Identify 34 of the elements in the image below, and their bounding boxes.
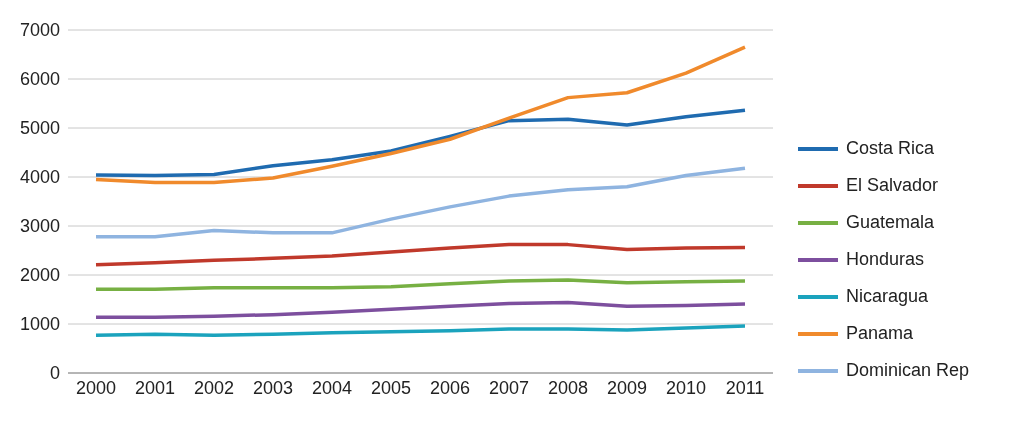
y-tick-label: 5000 <box>19 118 60 139</box>
x-tick-label: 2005 <box>370 377 412 398</box>
line-series <box>94 324 747 338</box>
line-series <box>94 300 747 319</box>
x-tick-label: 2004 <box>311 377 353 398</box>
legend-label: El Salvador <box>846 175 939 196</box>
x-tick-label: 2010 <box>665 377 707 398</box>
x-tick-label: 2000 <box>75 377 117 398</box>
y-tick-label: 7000 <box>19 20 60 41</box>
x-tick-label: 2002 <box>193 377 235 398</box>
x-tick-label: 2003 <box>252 377 294 398</box>
legend-label: Honduras <box>846 249 925 270</box>
x-tick-label: 2006 <box>429 377 471 398</box>
x-tick-label: 2008 <box>547 377 589 398</box>
y-tick-label: 0 <box>49 363 60 384</box>
legend-label: Panama <box>846 323 914 344</box>
y-tick-label: 2000 <box>19 265 60 286</box>
x-tick-label: 2001 <box>134 377 176 398</box>
line-series <box>94 278 747 291</box>
y-tick-label: 6000 <box>19 69 60 90</box>
y-tick-label: 1000 <box>19 314 60 335</box>
line-series <box>94 108 747 178</box>
x-tick-label: 2011 <box>725 377 765 398</box>
legend-label: Guatemala <box>846 212 935 233</box>
x-tick-label: 2009 <box>606 377 648 398</box>
line-series <box>94 242 747 267</box>
legend-label: Nicaragua <box>846 286 929 307</box>
legend-label: Dominican Rep <box>846 360 970 381</box>
x-tick-label: 2007 <box>488 377 530 398</box>
y-tick-label: 4000 <box>19 167 60 188</box>
y-tick-label: 3000 <box>19 216 60 237</box>
line-series <box>94 166 747 239</box>
line-series <box>94 45 747 185</box>
legend-label: Costa Rica <box>846 138 935 159</box>
